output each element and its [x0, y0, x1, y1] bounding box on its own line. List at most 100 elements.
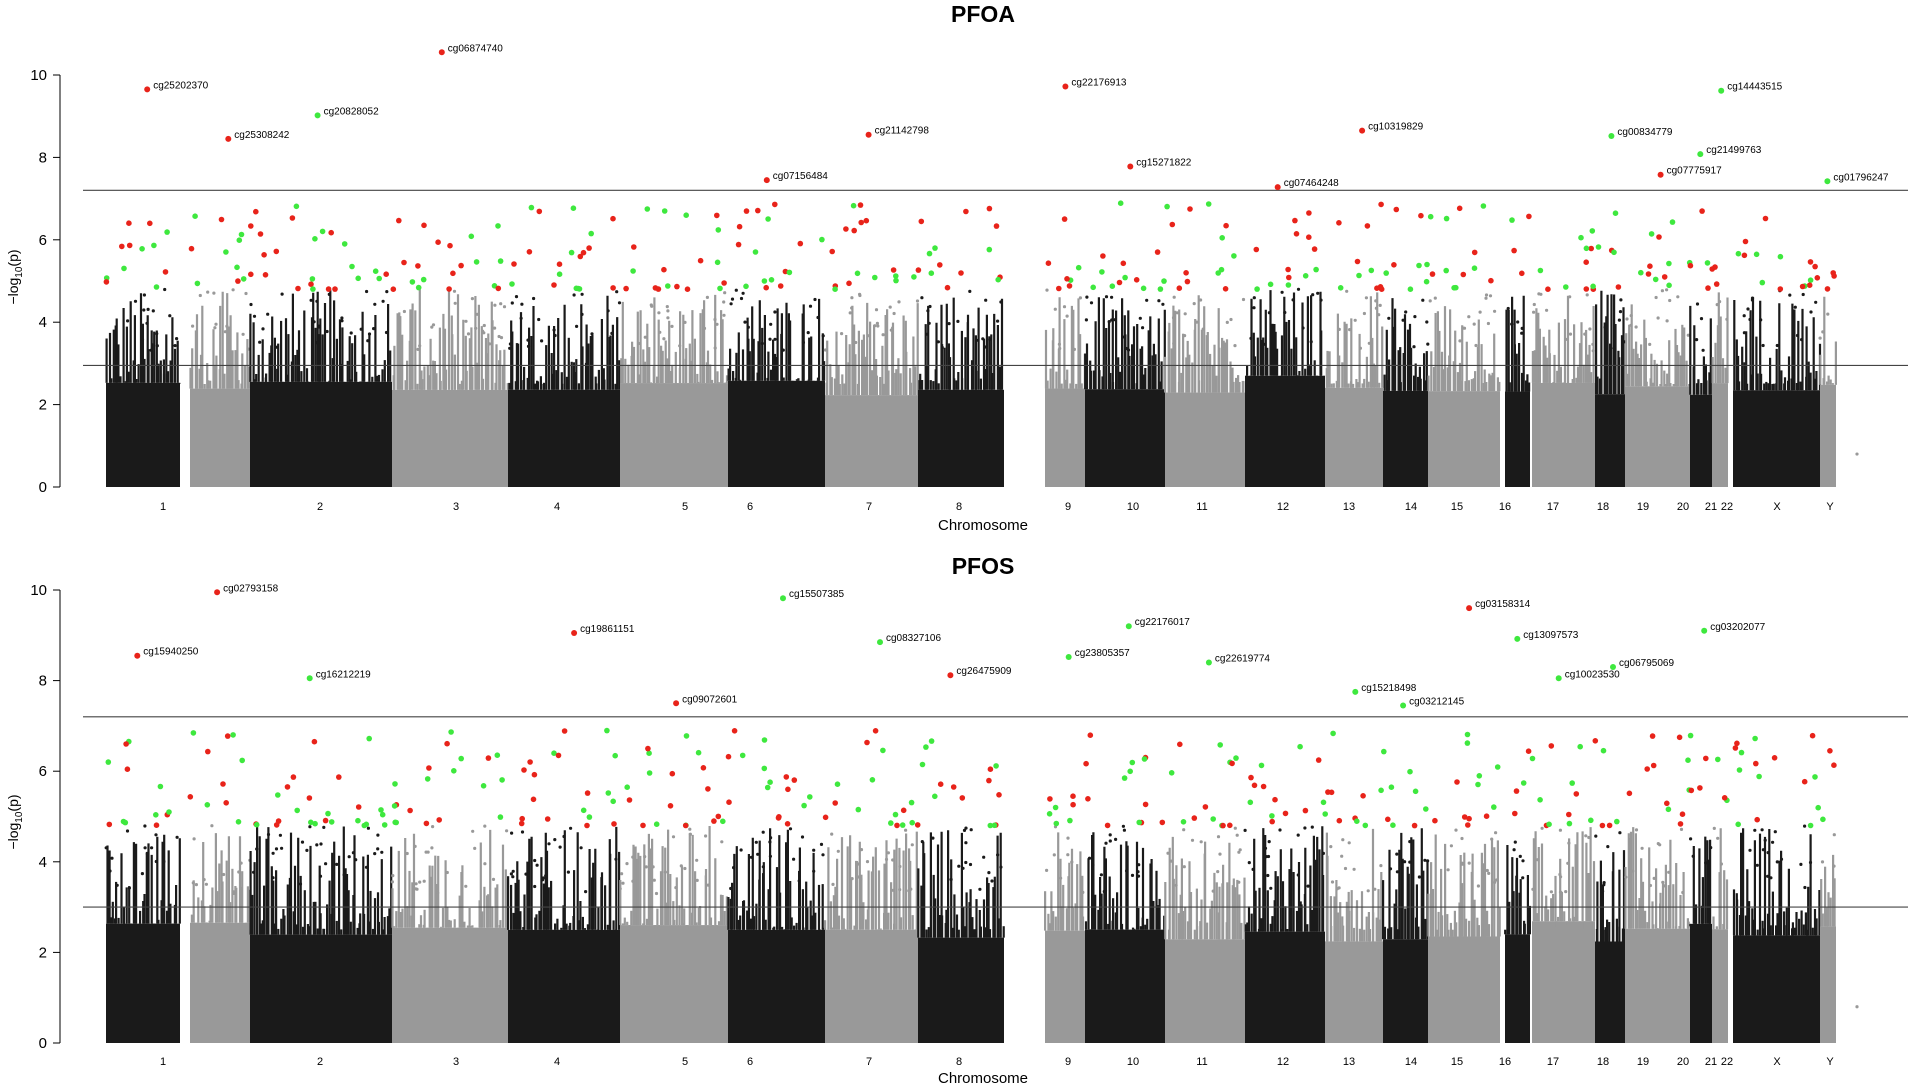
chromosome-20-point: [1679, 827, 1684, 832]
hit-point: [1721, 795, 1728, 801]
chromosome-20-point: [1625, 317, 1629, 321]
chromosome-label-12: 12: [1277, 1056, 1289, 1068]
hit-point: [509, 281, 515, 287]
chromosome-7-point: [773, 310, 777, 314]
hit-point: [306, 795, 313, 801]
hit-point: [1519, 270, 1525, 277]
chromosome-12-point: [1233, 826, 1237, 830]
chromosome-9-point: [920, 296, 924, 300]
hit-point: [123, 741, 129, 747]
hit-point: [784, 821, 791, 827]
hit-point: [1456, 205, 1463, 212]
chromosome-4-point: [470, 297, 474, 301]
chromosome-8-point: [876, 324, 880, 328]
chromosome-2-point: [231, 288, 235, 292]
hit-point: [1302, 273, 1309, 279]
hit-point: [308, 281, 314, 288]
chromosome-13-point: [1296, 833, 1300, 837]
annotated-probe-point: [1555, 675, 1562, 682]
hit-point: [869, 777, 876, 783]
hit-point: [1480, 203, 1487, 209]
chromosome-label-8: 8: [956, 501, 962, 513]
chromosome-3-point: [347, 855, 351, 859]
hit-point: [366, 735, 373, 742]
chromosome-14-points: [1325, 289, 1384, 487]
chromosome-16-point: [1467, 861, 1471, 865]
chromosome-16-point: [1494, 831, 1498, 835]
hit-point: [1374, 285, 1380, 292]
chromosome-2-point: [194, 883, 198, 887]
hit-point: [495, 285, 502, 292]
chromosome-18-point: [1591, 342, 1595, 346]
hit-point: [1311, 246, 1318, 252]
hit-point: [262, 272, 269, 278]
hit-point: [959, 795, 966, 801]
hit-point: [238, 231, 245, 238]
chromosome-3-point: [342, 873, 346, 877]
chromosome-15-point: [1421, 298, 1425, 302]
chromosome-22-point: [1718, 300, 1722, 304]
chromosome-16-point: [1484, 293, 1489, 297]
hit-point: [436, 817, 443, 823]
hit-point: [1064, 276, 1070, 282]
hit-point: [1322, 811, 1328, 817]
chromosome-13-point: [1296, 873, 1300, 877]
hit-point: [1807, 277, 1814, 284]
hit-point: [257, 231, 264, 237]
chromosome-2-points: [190, 824, 252, 1043]
hit-point: [695, 749, 702, 756]
hit-point: [1215, 270, 1221, 276]
chromosome-8-point: [915, 299, 920, 303]
probe-label: cg07464248: [1284, 178, 1339, 189]
hit-point: [1665, 806, 1672, 813]
hit-point: [1713, 281, 1720, 287]
chromosome-3-point: [315, 843, 319, 847]
chromosome-9-point: [964, 841, 968, 845]
chromosome-9-points: [917, 826, 1005, 1043]
chromosome-3-point: [340, 316, 344, 320]
chromosome-11-point: [1145, 298, 1149, 302]
probe-label: cg22176913: [1071, 78, 1126, 89]
probe-label: cg15507385: [789, 589, 844, 600]
hit-point: [1548, 743, 1555, 749]
chromosome-4-point: [474, 326, 478, 330]
chromosome-9-point: [962, 828, 967, 833]
hit-point: [1393, 206, 1400, 213]
chromosome-4-dense-mass: [392, 927, 508, 1043]
chromosome-17-points: [1505, 295, 1531, 487]
chromosome-3-point: [364, 865, 369, 869]
hit-point: [1824, 286, 1831, 292]
hit-point: [1176, 285, 1183, 292]
chromosome-6-point: [637, 341, 641, 346]
hit-point: [1679, 811, 1686, 817]
hit-point: [1306, 234, 1312, 240]
chromosome-11-point: [1126, 348, 1131, 352]
chromosome-3-point: [381, 299, 385, 303]
chromosome-16-point: [1462, 326, 1467, 330]
pfoa-annotations: cg25202370 cg25308242 cg20828052 cg06874740…: [144, 43, 1889, 191]
chromosome-11-point: [1113, 318, 1117, 322]
hit-point: [415, 284, 422, 291]
chromosome-X-point: [1769, 876, 1773, 880]
hit-point: [1454, 779, 1460, 785]
probe-label: cg15218498: [1361, 683, 1416, 694]
chromosome-12-point: [1175, 311, 1179, 315]
hit-point: [1569, 780, 1575, 786]
hit-point: [1121, 775, 1128, 781]
chromosome-4-dense-mass: [392, 389, 508, 487]
chromosome-3-point: [315, 299, 319, 303]
hit-point: [1645, 271, 1652, 277]
chromosome-12-point: [1211, 889, 1215, 893]
chromosome-label-3: 3: [453, 1056, 459, 1068]
chromosome-7-point: [769, 836, 773, 840]
hit-point: [261, 252, 267, 258]
chromosome-17-point: [1521, 859, 1525, 863]
chromosome-19-point: [1603, 325, 1607, 329]
hit-point: [1285, 282, 1292, 288]
chromosome-8-point: [850, 306, 854, 310]
hit-point: [588, 230, 594, 237]
chromosome-9-point: [931, 836, 935, 840]
chromosome-7-point: [769, 322, 773, 326]
chromosome-X-point: [1800, 338, 1804, 342]
